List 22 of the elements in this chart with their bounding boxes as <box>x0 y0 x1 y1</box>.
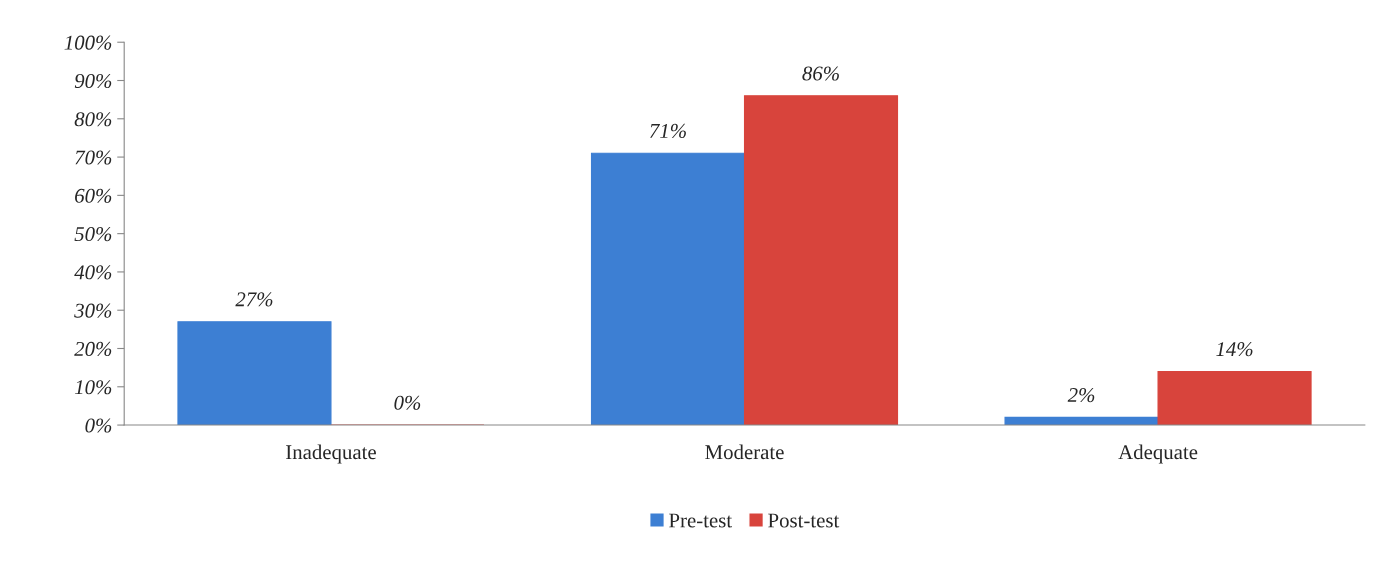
y-tick-label: 20% <box>74 341 112 356</box>
data-label: 14% <box>1216 342 1253 357</box>
legend-label: Pre-test <box>669 513 732 528</box>
y-tick-label: 70% <box>75 150 112 165</box>
data-label: 0% <box>394 395 421 410</box>
x-tick-label: Adequate <box>1118 444 1198 464</box>
y-tick-label: 100% <box>64 35 112 50</box>
y-tick-label: 60% <box>75 188 112 203</box>
data-label: 2% <box>1067 388 1095 403</box>
y-tick-label: 80% <box>74 112 112 127</box>
y-tick-label: 90% <box>74 73 112 89</box>
y-tick-label: 0% <box>85 418 112 433</box>
x-tick-label: Moderate <box>705 444 784 460</box>
y-tick-label: 40% <box>74 265 112 280</box>
y-tick-label: 50% <box>74 227 112 242</box>
data-label: 71% <box>650 123 686 138</box>
data-label: 86% <box>802 66 839 81</box>
data-label: 27% <box>235 292 273 307</box>
y-tick-label: 10% <box>74 380 112 395</box>
x-tick-label: Inadequate <box>286 444 376 464</box>
legend-label: Post-test <box>768 513 840 528</box>
y-tick-label: 30% <box>74 303 112 318</box>
